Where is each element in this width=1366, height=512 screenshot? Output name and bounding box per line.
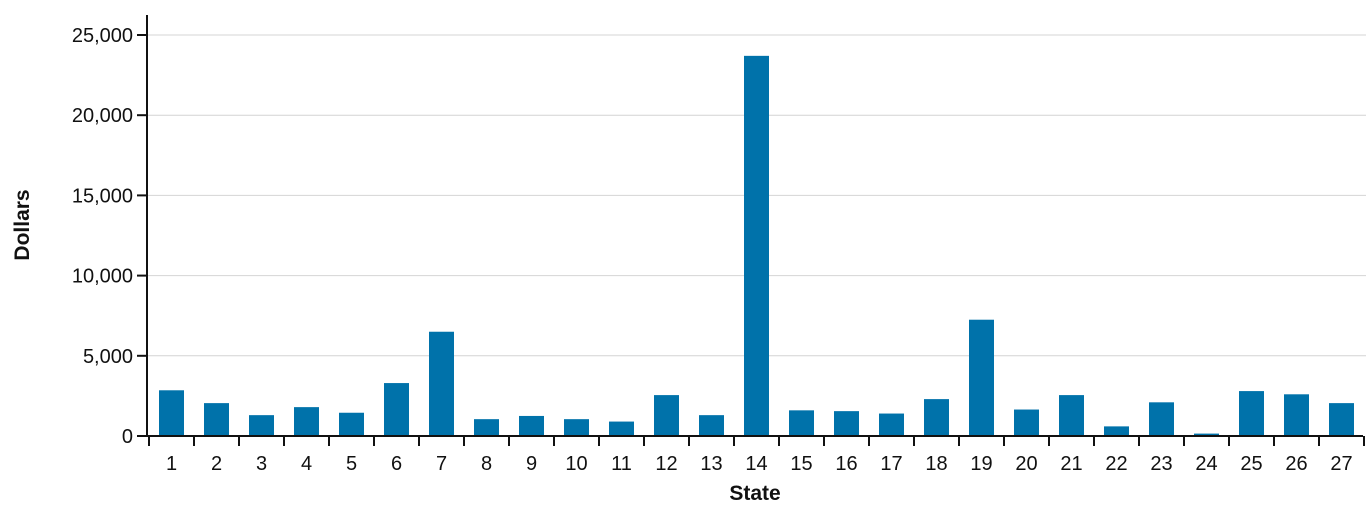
x-tick-label: 14 <box>745 453 767 475</box>
bar <box>204 403 229 436</box>
bar <box>1104 426 1129 436</box>
x-tick-label: 11 <box>611 453 632 475</box>
bar <box>564 419 589 436</box>
x-tick-label: 24 <box>1195 453 1217 475</box>
y-tick-label: 25,000 <box>72 25 133 47</box>
bar <box>249 415 274 436</box>
bar <box>1059 395 1084 436</box>
bar <box>879 413 904 436</box>
y-ticks: 0 5,000 10,000 15,000 20,000 25,000 <box>72 25 147 448</box>
bar <box>1284 394 1309 436</box>
y-tick-label: 0 <box>122 426 133 448</box>
x-tick-label: 23 <box>1150 453 1172 475</box>
x-tick-label: 6 <box>391 453 402 475</box>
y-tick-label: 15,000 <box>72 185 133 207</box>
x-tick-label: 20 <box>1015 453 1037 475</box>
x-axis-title: State <box>729 482 780 505</box>
x-tick-label: 7 <box>436 453 447 475</box>
x-tick-label: 25 <box>1240 453 1262 475</box>
x-tick-label: 17 <box>880 453 902 475</box>
x-tick-label: 15 <box>790 453 812 475</box>
x-tick-label: 9 <box>526 453 537 475</box>
bar <box>654 395 679 436</box>
bar <box>1014 409 1039 436</box>
x-tick-label: 5 <box>346 453 357 475</box>
x-tick-label: 13 <box>700 453 722 475</box>
bar <box>609 421 634 436</box>
bar <box>294 407 319 436</box>
bar <box>1194 433 1219 436</box>
bar <box>699 415 724 436</box>
x-tick-label: 26 <box>1285 453 1307 475</box>
bar <box>1239 391 1264 436</box>
x-ticks: 1 2 3 4 5 6 7 8 9 10 11 12 13 14 15 16 17 18 19 20 21 22 23 24 2… <box>148 436 1365 475</box>
bar <box>834 411 859 436</box>
bar <box>924 399 949 436</box>
bar <box>384 383 409 436</box>
x-tick-label: 19 <box>970 453 992 475</box>
bar <box>789 410 814 436</box>
x-tick-label: 2 <box>211 453 222 475</box>
y-tick-label: 5,000 <box>83 346 133 368</box>
bar <box>1329 403 1354 436</box>
x-tick-label: 10 <box>565 453 587 475</box>
bar <box>1149 402 1174 436</box>
x-tick-label: 21 <box>1060 453 1082 475</box>
bar <box>474 419 499 436</box>
bar <box>744 55 769 437</box>
bar <box>339 412 364 436</box>
bar <box>969 319 994 436</box>
x-tick-label: 16 <box>835 453 857 475</box>
x-tick-label: 8 <box>481 453 492 475</box>
x-tick-label: 1 <box>166 453 177 475</box>
bar <box>429 331 454 436</box>
x-tick-label: 22 <box>1105 453 1127 475</box>
y-tick-label: 10,000 <box>72 266 133 288</box>
y-axis-title: Dollars <box>11 189 34 260</box>
x-tick-label: 27 <box>1330 453 1352 475</box>
x-tick-label: 12 <box>655 453 677 475</box>
x-tick-label: 18 <box>925 453 947 475</box>
x-tick-label: 3 <box>256 453 267 475</box>
bar <box>519 415 544 436</box>
bar <box>159 390 184 436</box>
y-tick-label: 20,000 <box>72 105 133 127</box>
bars <box>159 55 1354 437</box>
x-tick-label: 4 <box>301 453 312 475</box>
